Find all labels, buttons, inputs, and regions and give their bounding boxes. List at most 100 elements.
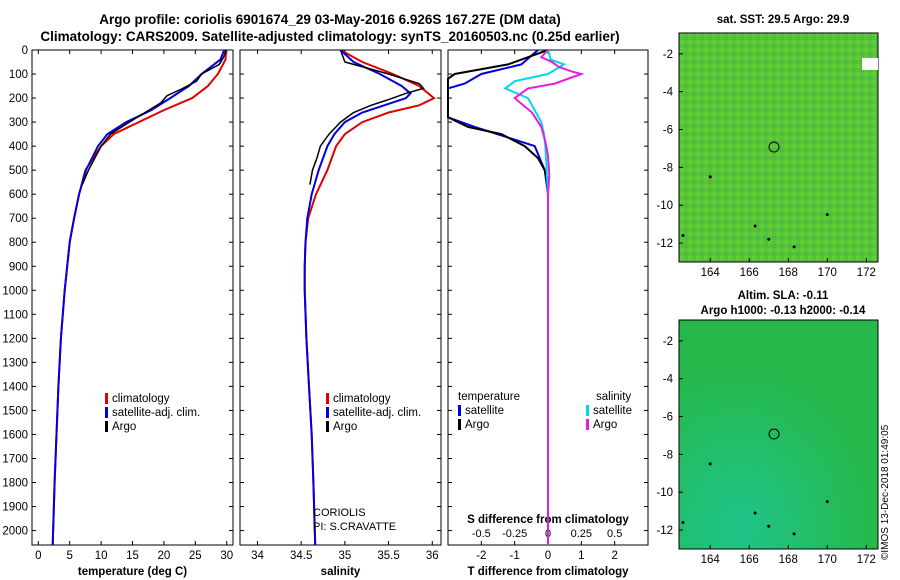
series-line-climatology [51, 49, 228, 546]
map-x-tick-label: 172 [857, 554, 876, 566]
x-tick-label: 15 [126, 550, 139, 562]
x-tick-label: 0 [545, 550, 551, 562]
depth-tick-label: 1800 [2, 478, 28, 490]
map-x-tick-label: 172 [857, 267, 876, 279]
s-tick-label: 0.5 [607, 528, 622, 540]
map-y-tick-label: -10 [656, 487, 673, 499]
depth-tick-label: 300 [9, 117, 28, 129]
legend-swatch [326, 407, 329, 418]
depth-tick-label: 200 [9, 93, 28, 105]
map-x-tick-label: 164 [701, 267, 721, 279]
depth-tick-label: 500 [9, 165, 28, 177]
sla-map-title: Altim. SLA: -0.11 [737, 290, 829, 302]
depth-tick-label: 2000 [2, 526, 28, 538]
island-mark [708, 175, 712, 179]
argo-location-marker [768, 141, 780, 153]
legend-swatch [105, 407, 108, 418]
map-x-tick-label: 170 [818, 554, 837, 566]
island-mark [753, 224, 757, 228]
x-tick-label: 34.5 [290, 550, 312, 562]
legend-label: satellite [593, 405, 632, 417]
x-tick-label: 10 [95, 550, 108, 562]
series-line-satellite-adj--clim- [51, 49, 226, 546]
map-x-tick-label: 168 [779, 267, 798, 279]
map-x-tick-label: 166 [740, 554, 759, 566]
legend-swatch [458, 405, 461, 416]
x-tick-label: 20 [158, 550, 171, 562]
island-mark [681, 234, 685, 238]
x-tick-label: 0 [35, 550, 41, 562]
depth-tick-label: 1000 [2, 285, 28, 297]
x-tick-label: 35 [338, 550, 351, 562]
profile-panel-1: 0 5 10 15 20 25 30 temperature (deg C) climatolo… [35, 49, 233, 578]
s-tick-label: -0.25 [502, 528, 527, 540]
x-tick-label: 2 [611, 550, 617, 562]
legend-label: Argo [593, 419, 617, 431]
map-y-tick-label: -4 [663, 87, 674, 99]
island-mark [767, 524, 771, 528]
island-mark [753, 511, 757, 515]
island-mark [767, 237, 771, 241]
series-line-t-argo [447, 49, 549, 185]
x-tick-label: 25 [189, 550, 202, 562]
depth-tick-label: 1700 [2, 453, 28, 465]
island-mark [792, 532, 796, 536]
map-x-tick-label: 166 [740, 267, 759, 279]
depth-tick-label: 800 [9, 237, 28, 249]
depth-tick-label: 700 [9, 213, 28, 225]
depth-tick-label: 100 [9, 69, 28, 81]
x-tick-label: 1 [578, 550, 584, 562]
legend-label: climatology [333, 393, 391, 405]
map-y-tick-label: -2 [663, 336, 673, 348]
sla-map-subtitle: Argo h1000: -0.13 h2000: -0.14 [700, 305, 866, 317]
depth-tick-label: 600 [9, 189, 28, 201]
depth-tick-label: 1200 [2, 333, 28, 345]
legend-label: climatology [112, 393, 170, 405]
chart-title-line2: Climatology: CARS2009. Satellite-adjuste… [40, 29, 620, 44]
legend-label: Argo [112, 421, 136, 433]
x-axis-label: T difference from climatology [467, 566, 629, 578]
x-tick-label: -1 [510, 550, 520, 562]
map-y-tick-label: -12 [656, 525, 673, 537]
legend-label: satellite-adj. clim. [333, 407, 421, 419]
map-x-tick-label: 168 [779, 554, 798, 566]
map-y-tick-label: -8 [663, 162, 673, 174]
legend-heading: temperature [458, 391, 520, 403]
series-line-sal-argo [309, 49, 425, 185]
series-line-sal-climatology [303, 49, 436, 546]
legend-heading: salinity [596, 391, 631, 403]
island-mark [825, 500, 829, 504]
depth-tick-label: 400 [9, 141, 28, 153]
map-y-tick-label: -6 [663, 125, 673, 137]
legend-swatch [105, 421, 108, 432]
x-tick-label: 5 [66, 550, 72, 562]
depth-tick-label: 0 [22, 45, 28, 57]
legend-label: Argo [465, 419, 489, 431]
map-x-tick-label: 170 [818, 267, 837, 279]
series-line-s-satellite [503, 49, 567, 545]
profile-panel-3: -2 -1 0 1 2 T difference from climatology -0.5… [447, 49, 632, 578]
map-x-tick-label: 164 [701, 554, 721, 566]
map-y-tick-label: -10 [656, 200, 673, 212]
x-tick-label: 36 [426, 550, 439, 562]
legend-swatch [105, 393, 108, 404]
depth-tick-label: 900 [9, 261, 28, 273]
series-line-sal-satellite-adj--clim- [303, 49, 412, 546]
depth-tick-label: 1100 [3, 309, 28, 321]
island-mark [792, 245, 796, 249]
island-mark [825, 213, 829, 217]
series-line-argo [81, 49, 227, 185]
panel-frame-2 [239, 49, 442, 546]
series-line-s-argo [513, 49, 585, 545]
map-y-tick-label: -2 [663, 49, 673, 61]
depth-tick-label: 1900 [2, 502, 28, 514]
pi-annotation: CORIOLIS [313, 507, 366, 519]
map-panel-2: 164 166 168 170 172 -2 -4 -6 -8 -10 -12 [656, 319, 879, 566]
map-panel-1: 164 166 168 170 172 -2 -4 -6 -8 -10 -12 [656, 32, 879, 279]
legend-swatch [586, 405, 589, 416]
x-tick-label: 34 [251, 550, 264, 562]
map-y-tick-label: -8 [663, 449, 673, 461]
s-tick-label: 0.25 [571, 528, 592, 540]
depth-tick-label: 1400 [2, 381, 28, 393]
